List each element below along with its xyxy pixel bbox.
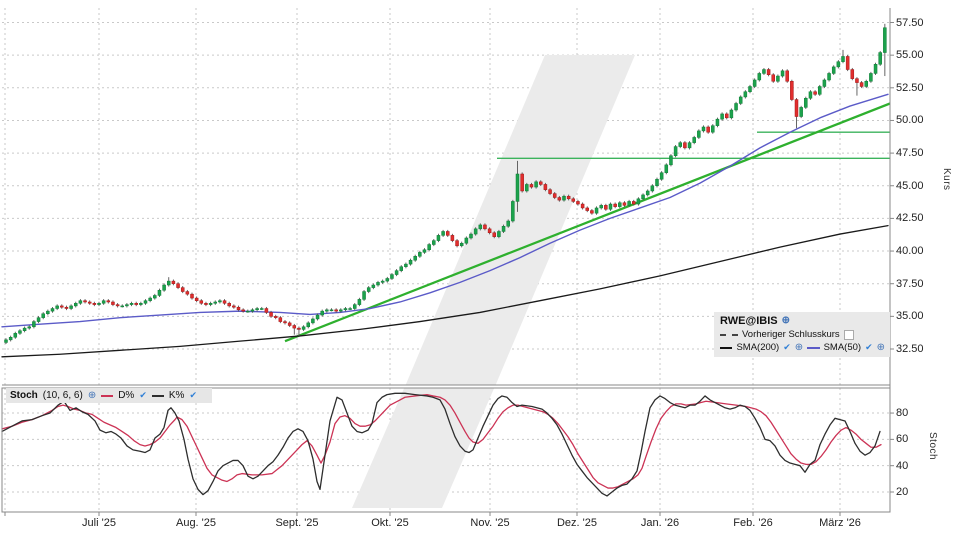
price-tick-label: 47.50 <box>896 147 924 160</box>
k-checkbox[interactable]: ✔ <box>189 390 197 400</box>
symbol-title: RWE@IBIS <box>720 315 778 327</box>
price-tick-label: 50.00 <box>896 114 924 127</box>
month-label: Dez. '25 <box>556 517 597 529</box>
legend-title-row: RWE@IBIS ⊕ <box>720 315 885 327</box>
sma200-globe-icon[interactable]: ⊕ <box>794 341 804 353</box>
month-label: Feb. '26 <box>733 517 773 529</box>
month-label: Juli '25 <box>82 517 116 529</box>
legend-prev-close-row: Vorheriger Schlusskurs <box>720 329 885 340</box>
stoch-tick-label: 20 <box>896 486 909 498</box>
chart-legend: RWE@IBIS ⊕ Vorheriger Schlusskurs SMA(20… <box>714 312 890 357</box>
price-tick-label: 45.00 <box>896 179 924 192</box>
month-label: Aug. '25 <box>175 517 217 529</box>
sma50-globe-icon[interactable]: ⊕ <box>876 341 885 353</box>
month-label: Jan. '26 <box>640 517 680 529</box>
d-checkbox[interactable]: ✔ <box>139 390 147 400</box>
sma50-line-sample <box>807 346 820 349</box>
price-tick-label: 55.00 <box>896 49 924 62</box>
legend-sma-row: SMA(200) ✔ ⊕ SMA(50) ✔ ⊕ <box>720 342 885 353</box>
prev-close-checkbox[interactable] <box>843 329 854 340</box>
price-tick-label: 35.00 <box>896 310 924 323</box>
stoch-tick-label: 60 <box>896 433 909 446</box>
sma50-label: SMA(50) <box>823 342 862 353</box>
price-tick-label: 57.50 <box>896 16 924 29</box>
price-tick-label: 42.50 <box>896 212 924 225</box>
k-line-sample <box>151 394 164 397</box>
d-line-sample <box>101 394 114 397</box>
sma200-checkbox[interactable]: ✔ <box>783 342 791 352</box>
price-tick-label: 32.50 <box>896 343 924 355</box>
prev-close-label: Vorheriger Schlusskurs <box>742 329 840 340</box>
stoch-globe-icon[interactable]: ⊕ <box>87 389 97 401</box>
month-label: Sept. '25 <box>275 517 319 529</box>
dashed-line-sample <box>720 333 738 336</box>
month-label: März '26 <box>819 517 861 529</box>
price-tick-label: 40.00 <box>896 245 924 258</box>
stoch-params: (10, 6, 6) <box>42 390 83 401</box>
stoch-axis-title: Stoch <box>927 432 938 461</box>
price-tick-label: 52.50 <box>896 81 924 94</box>
sma200-label: SMA(200) <box>736 342 780 353</box>
price-axis-title: Kurs <box>941 168 952 191</box>
d-label: D% <box>118 390 135 401</box>
sma50-checkbox[interactable]: ✔ <box>865 342 873 352</box>
stoch-indicator-name: Stoch <box>10 390 38 401</box>
sma200-line-sample <box>720 346 733 349</box>
price-tick-label: 37.50 <box>896 277 924 290</box>
month-label: Okt. '25 <box>371 517 409 529</box>
stoch-panel-header: Stoch (10, 6, 6) ⊕ D% ✔ K% ✔ <box>6 388 212 403</box>
globe-icon[interactable]: ⊕ <box>781 315 790 326</box>
stoch-tick-label: 80 <box>896 407 909 420</box>
k-label: K% <box>168 390 185 401</box>
month-label: Nov. '25 <box>470 517 510 529</box>
stoch-tick-label: 40 <box>896 459 909 472</box>
